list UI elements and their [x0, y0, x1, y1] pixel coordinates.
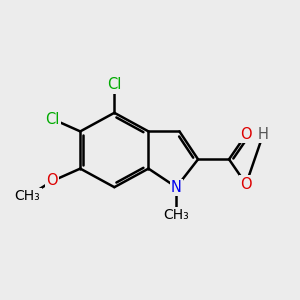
Text: O: O	[46, 173, 58, 188]
Text: H: H	[258, 127, 268, 142]
Text: O: O	[240, 177, 252, 192]
Text: Cl: Cl	[107, 77, 122, 92]
Text: Cl: Cl	[45, 112, 60, 127]
Text: N: N	[171, 180, 182, 195]
Text: CH₃: CH₃	[164, 208, 189, 222]
Text: O: O	[240, 127, 252, 142]
Text: CH₃: CH₃	[15, 190, 40, 203]
